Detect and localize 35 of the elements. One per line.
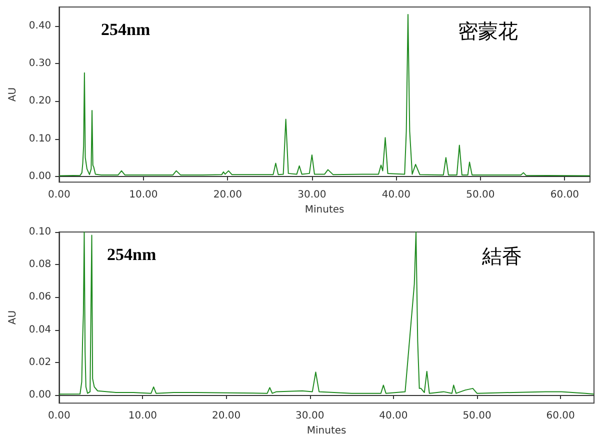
y-tick-label: 0.04 [28, 324, 52, 336]
annotation: 密蒙花 [458, 19, 518, 43]
y-tick-label: 0.02 [28, 356, 52, 368]
annotation: 結香 [481, 244, 522, 268]
x-tick-label: 50.00 [462, 410, 492, 422]
x-tick-label: 10.00 [129, 190, 158, 201]
y-axis-title: AU [8, 87, 18, 102]
x-tick-label: 30.00 [298, 190, 326, 201]
x-tick-label: 30.00 [296, 410, 324, 422]
y-tick-label: 0.40 [28, 20, 52, 32]
x-axis-title: Minutes [304, 204, 344, 216]
x-tick-label: 60.00 [546, 410, 575, 422]
x-tick-label: 20.00 [212, 410, 241, 422]
y-tick-label: 0.08 [28, 259, 52, 270]
y-tick-label: 0.10 [28, 133, 52, 144]
annotation: 254nm [107, 245, 156, 264]
y-tick-label: 0.30 [28, 58, 52, 69]
x-axis-title: Minutes [306, 426, 346, 436]
annotation: 254nm [101, 20, 150, 39]
line-series [58, 14, 590, 176]
x-tick-label: 40.00 [382, 190, 411, 201]
y-tick-label: 0.00 [28, 389, 52, 400]
x-tick-label: 0.00 [48, 410, 70, 422]
y-axis-title: AU [8, 310, 18, 325]
y-tick-label: 0.10 [28, 226, 52, 238]
x-tick-label: 0.00 [48, 190, 70, 201]
x-tick-label: 20.00 [213, 190, 242, 201]
x-tick-label: 10.00 [128, 410, 158, 422]
x-tick-label: 40.00 [379, 410, 408, 422]
line-series [58, 232, 594, 395]
y-tick-label: 0.00 [28, 170, 52, 182]
y-tick-label: 0.06 [28, 292, 52, 303]
x-tick-label: 50.00 [466, 190, 495, 201]
y-tick-label: 0.20 [28, 96, 52, 107]
x-tick-label: 60.00 [550, 190, 580, 201]
